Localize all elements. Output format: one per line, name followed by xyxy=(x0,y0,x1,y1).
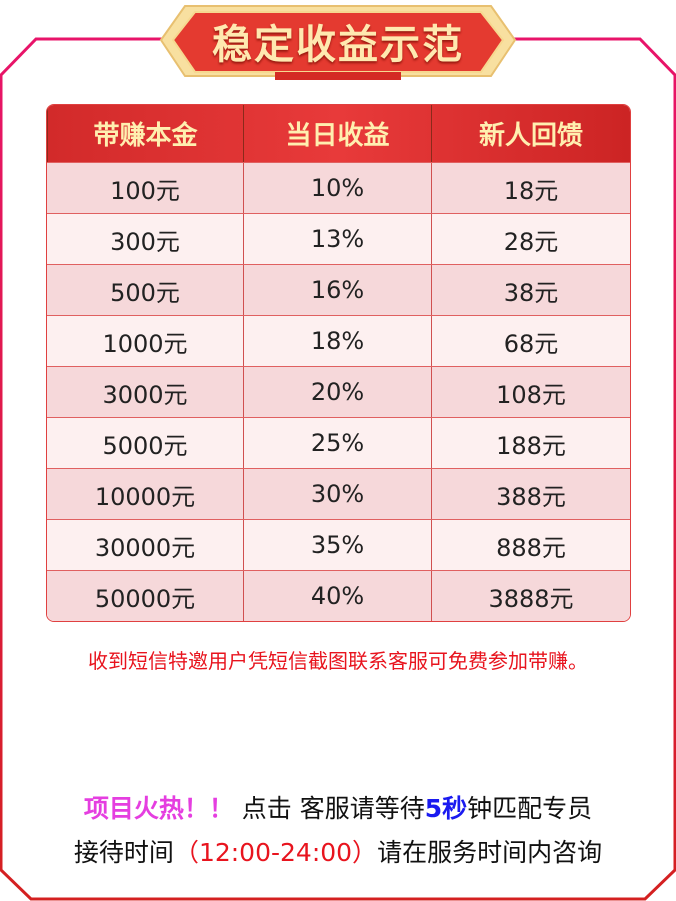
table-row: 30000元 35% 888元 xyxy=(47,519,630,570)
cell-daily-return: 20% xyxy=(243,367,431,417)
cell-newcomer-bonus: 38元 xyxy=(431,265,630,315)
service-hours: （12:00-24:00） xyxy=(173,838,378,867)
hot-label: 项目火热！！ xyxy=(83,794,234,823)
cell-daily-return: 35% xyxy=(243,520,431,570)
wait-seconds: 5秒 xyxy=(424,794,468,823)
cell-principal: 50000元 xyxy=(94,584,196,613)
cell-newcomer-bonus: 3888元 xyxy=(431,571,630,621)
footer-line-2: 接待时间（12:00-24:00）请在服务时间内咨询 xyxy=(0,833,676,869)
header-principal: 带赚本金 xyxy=(47,105,243,162)
cell-principal: 300元 xyxy=(110,227,180,256)
table-row: 1000元 18% 68元 xyxy=(47,315,630,366)
sms-invite-note: 收到短信特邀用户凭短信截图联系客服可免费参加带赚。 xyxy=(88,649,588,673)
table-row: 300元 13% 28元 xyxy=(47,213,630,264)
cell-newcomer-bonus: 68元 xyxy=(431,316,630,366)
footer-line-1: 项目火热！！ 点击 客服请等待5秒钟匹配专员 xyxy=(0,789,676,825)
cell-daily-return: 30% xyxy=(243,469,431,519)
cell-newcomer-bonus: 108元 xyxy=(431,367,630,417)
wait-text: 点击 客服请等待 xyxy=(233,794,425,823)
table-header: 带赚本金 当日收益 新人回馈 xyxy=(47,105,630,162)
table-row: 50000元 40% 3888元 xyxy=(47,570,630,621)
cell-principal: 3000元 xyxy=(102,380,188,409)
cell-principal: 5000元 xyxy=(102,431,188,460)
cell-daily-return: 10% xyxy=(243,163,431,213)
banner-title: 稳定收益示范 xyxy=(212,22,464,68)
consult-text: 请在服务时间内咨询 xyxy=(377,838,603,867)
cell-newcomer-bonus: 28元 xyxy=(431,214,630,264)
cell-principal: 100元 xyxy=(110,176,180,205)
table-row: 10000元 30% 388元 xyxy=(47,468,630,519)
cell-daily-return: 13% xyxy=(243,214,431,264)
reception-label: 接待时间 xyxy=(73,838,174,867)
cell-principal: 500元 xyxy=(110,278,180,307)
cell-principal: 30000元 xyxy=(94,533,196,562)
cell-newcomer-bonus: 888元 xyxy=(431,520,630,570)
cell-newcomer-bonus: 18元 xyxy=(431,163,630,213)
header-newcomer-bonus: 新人回馈 xyxy=(431,105,630,162)
cell-daily-return: 16% xyxy=(243,265,431,315)
header-daily-return: 当日收益 xyxy=(243,105,431,162)
cell-newcomer-bonus: 388元 xyxy=(431,469,630,519)
cell-principal: 1000元 xyxy=(102,329,188,358)
table-row: 3000元 20% 108元 xyxy=(47,366,630,417)
cell-daily-return: 18% xyxy=(243,316,431,366)
cell-principal: 10000元 xyxy=(94,482,196,511)
title-banner: 稳定收益示范 xyxy=(155,0,521,82)
match-text: 钟匹配专员 xyxy=(467,794,593,823)
cell-daily-return: 25% xyxy=(243,418,431,468)
table-row: 500元 16% 38元 xyxy=(47,264,630,315)
cell-daily-return: 40% xyxy=(243,571,431,621)
cell-newcomer-bonus: 188元 xyxy=(431,418,630,468)
earnings-table: 带赚本金 当日收益 新人回馈 100元 10% 18元 300元 13% 28元 500元 1… xyxy=(46,104,631,622)
table-row: 100元 10% 18元 xyxy=(47,162,630,213)
table-row: 5000元 25% 188元 xyxy=(47,417,630,468)
